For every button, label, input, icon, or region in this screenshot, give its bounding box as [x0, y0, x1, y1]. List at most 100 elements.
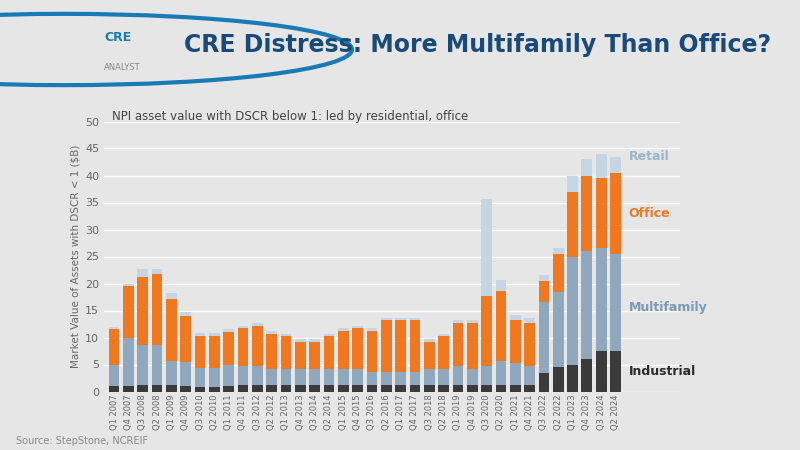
Bar [109, 386, 119, 391]
Bar [524, 318, 535, 323]
Bar [352, 369, 363, 385]
Bar [281, 369, 291, 385]
Bar [295, 385, 306, 392]
Bar [123, 386, 134, 391]
Bar [610, 254, 621, 351]
Bar [209, 387, 220, 392]
Bar [381, 320, 392, 372]
Bar [338, 385, 349, 392]
Bar [453, 366, 463, 385]
Bar [323, 369, 334, 385]
Bar [610, 173, 621, 254]
Bar [524, 366, 535, 385]
Bar [395, 318, 406, 320]
Text: Source: StepStone, NCREIF: Source: StepStone, NCREIF [16, 436, 148, 446]
Bar [596, 154, 606, 178]
Bar [152, 269, 162, 274]
Bar [223, 332, 234, 365]
Bar [152, 385, 162, 392]
Bar [166, 299, 177, 361]
Bar [352, 326, 363, 328]
Bar [338, 328, 349, 331]
Bar [553, 248, 563, 254]
Bar [610, 351, 621, 392]
Bar [553, 292, 563, 367]
Bar [438, 334, 449, 337]
Bar [109, 364, 119, 386]
Bar [152, 274, 162, 345]
Bar [281, 334, 291, 337]
Text: Office: Office [629, 207, 670, 220]
Bar [538, 275, 550, 281]
Bar [266, 334, 277, 369]
Bar [438, 385, 449, 392]
Bar [238, 385, 248, 392]
Bar [295, 369, 306, 385]
Bar [582, 176, 592, 251]
Bar [524, 385, 535, 392]
Bar [180, 362, 191, 386]
Bar [538, 281, 550, 302]
Text: Industrial: Industrial [629, 365, 696, 378]
Bar [223, 386, 234, 391]
Bar [424, 369, 434, 385]
Bar [567, 364, 578, 392]
Bar [138, 385, 148, 392]
Bar [209, 368, 220, 387]
Bar [310, 385, 320, 392]
Bar [123, 338, 134, 386]
Bar [266, 385, 277, 392]
Bar [152, 345, 162, 385]
Bar [238, 326, 248, 328]
Bar [495, 385, 506, 392]
Bar [180, 386, 191, 391]
Bar [266, 369, 277, 385]
Bar [310, 342, 320, 369]
Bar [323, 337, 334, 369]
Bar [238, 328, 248, 366]
Bar [338, 331, 349, 369]
Bar [123, 286, 134, 338]
Bar [582, 251, 592, 359]
Bar [223, 329, 234, 332]
Bar [138, 277, 148, 345]
Text: CRE: CRE [104, 31, 131, 44]
Bar [438, 337, 449, 369]
Bar [310, 339, 320, 342]
Bar [194, 387, 206, 392]
Bar [194, 333, 206, 336]
Bar [582, 159, 592, 176]
Bar [281, 337, 291, 369]
Text: CRE Distress: More Multifamily Than Office?: CRE Distress: More Multifamily Than Offi… [184, 32, 771, 57]
Bar [180, 316, 191, 362]
Bar [538, 373, 550, 392]
Bar [323, 334, 334, 337]
Bar [510, 364, 521, 385]
Bar [453, 320, 463, 323]
Bar [295, 342, 306, 369]
Bar [524, 323, 535, 366]
Text: ANALYST: ANALYST [104, 63, 141, 72]
Bar [381, 372, 392, 385]
Text: NPI asset value with DSCR below 1: led by residential, office: NPI asset value with DSCR below 1: led b… [112, 110, 468, 123]
Bar [495, 291, 506, 361]
Bar [194, 336, 206, 368]
Bar [467, 385, 478, 392]
Bar [338, 369, 349, 385]
Bar [352, 385, 363, 392]
Bar [166, 385, 177, 392]
Bar [424, 342, 434, 369]
Bar [596, 351, 606, 392]
Bar [410, 318, 420, 320]
Bar [310, 369, 320, 385]
Bar [567, 256, 578, 365]
Bar [453, 385, 463, 392]
Bar [467, 323, 478, 369]
Bar [510, 315, 521, 320]
Bar [453, 323, 463, 366]
Bar [123, 284, 134, 286]
Bar [194, 368, 206, 387]
Bar [109, 329, 119, 364]
Bar [252, 326, 262, 366]
Bar [252, 385, 262, 392]
